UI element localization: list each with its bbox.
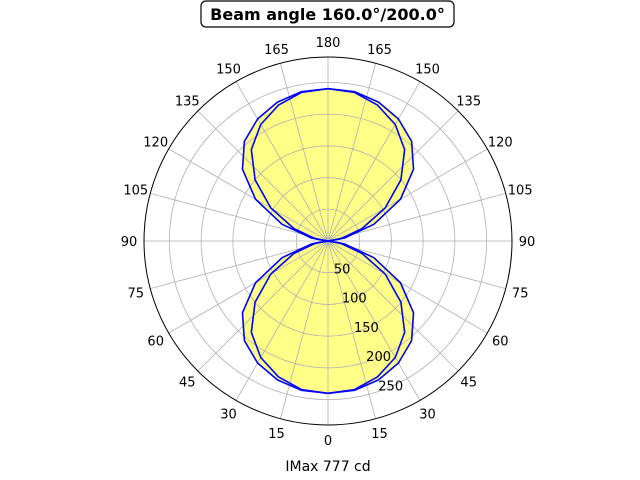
radial-tick-label: 200 <box>366 350 391 365</box>
angular-grid-line <box>197 240 329 372</box>
angular-grid-line <box>327 63 377 242</box>
angle-tick-label: 0 <box>324 434 332 449</box>
series-layer <box>241 87 415 395</box>
angular-grid-line <box>327 240 377 419</box>
polar-outer-circle <box>143 56 513 426</box>
angle-tick-label: 75 <box>128 287 145 302</box>
angle-tick-label: 30 <box>419 407 436 422</box>
angle-tick-label: 150 <box>216 63 241 78</box>
angle-tick-label: 135 <box>456 94 481 109</box>
angular-grid-line <box>279 63 329 242</box>
angular-grid-line <box>168 148 329 242</box>
angle-tick-label: 30 <box>220 407 237 422</box>
angle-tick-label: 180 <box>316 36 341 51</box>
angle-tick-label: 105 <box>123 184 148 199</box>
angular-grid-line <box>168 240 329 334</box>
angle-tick-label: 60 <box>147 335 164 350</box>
angular-grid-line <box>279 240 329 419</box>
radial-tick-label: 250 <box>378 380 403 395</box>
angular-grid-line <box>150 240 329 290</box>
angular-grid-line <box>327 110 459 242</box>
angle-tick-label: 165 <box>264 43 289 58</box>
chart-title: Beam angle 160.0°/200.0° <box>210 5 445 24</box>
polar-fill-layer <box>242 88 414 394</box>
angle-tick-label: 75 <box>512 287 529 302</box>
angular-grid-line <box>327 148 488 242</box>
angle-tick-label: 45 <box>179 376 196 391</box>
angular-grid-line <box>235 240 329 401</box>
angle-tick-label: 15 <box>268 427 285 442</box>
angle-tick-label: 120 <box>143 136 168 151</box>
angle-tick-label: 135 <box>175 94 200 109</box>
radial-tick-label: 50 <box>334 262 351 277</box>
radial-tick-label: 100 <box>342 292 367 307</box>
angle-tick-label: 150 <box>415 63 440 78</box>
angular-grid-line <box>327 81 421 242</box>
angle-tick-label: 60 <box>492 335 509 350</box>
angular-grid-line <box>327 240 459 372</box>
radial-tick-labels: 50 100 150 200 250 <box>334 262 403 394</box>
series-line-c90-c270-left <box>241 87 329 395</box>
polar-grid <box>144 57 512 425</box>
beam-fill-area <box>242 88 414 394</box>
chart-title-frame <box>200 0 455 28</box>
angular-grid-line <box>327 192 506 242</box>
angle-tick-labels: 0 15 30 45 60 75 90 105 120 135 150 165 180 165 150 135… <box>121 36 536 449</box>
angle-tick-label: 165 <box>367 43 392 58</box>
angular-grid-line <box>327 240 506 290</box>
angle-tick-label: 120 <box>488 136 513 151</box>
angle-tick-label: 45 <box>460 376 477 391</box>
angle-tick-label: 90 <box>519 235 536 250</box>
angle-tick-label: 15 <box>371 427 388 442</box>
angular-grid-line <box>197 110 329 242</box>
chart-title-box: Beam angle 160.0°/200.0° <box>200 0 455 28</box>
x-axis-label: IMax 777 cd <box>285 459 370 475</box>
angular-grid-line <box>327 240 488 334</box>
angular-grid-line <box>327 240 421 401</box>
polar-frame <box>143 56 513 426</box>
radial-tick-label: 150 <box>354 321 379 336</box>
angle-tick-label: 105 <box>508 184 533 199</box>
angle-tick-label: 90 <box>121 235 138 250</box>
angular-grid-line <box>150 192 329 242</box>
angular-grid-line <box>235 81 329 242</box>
